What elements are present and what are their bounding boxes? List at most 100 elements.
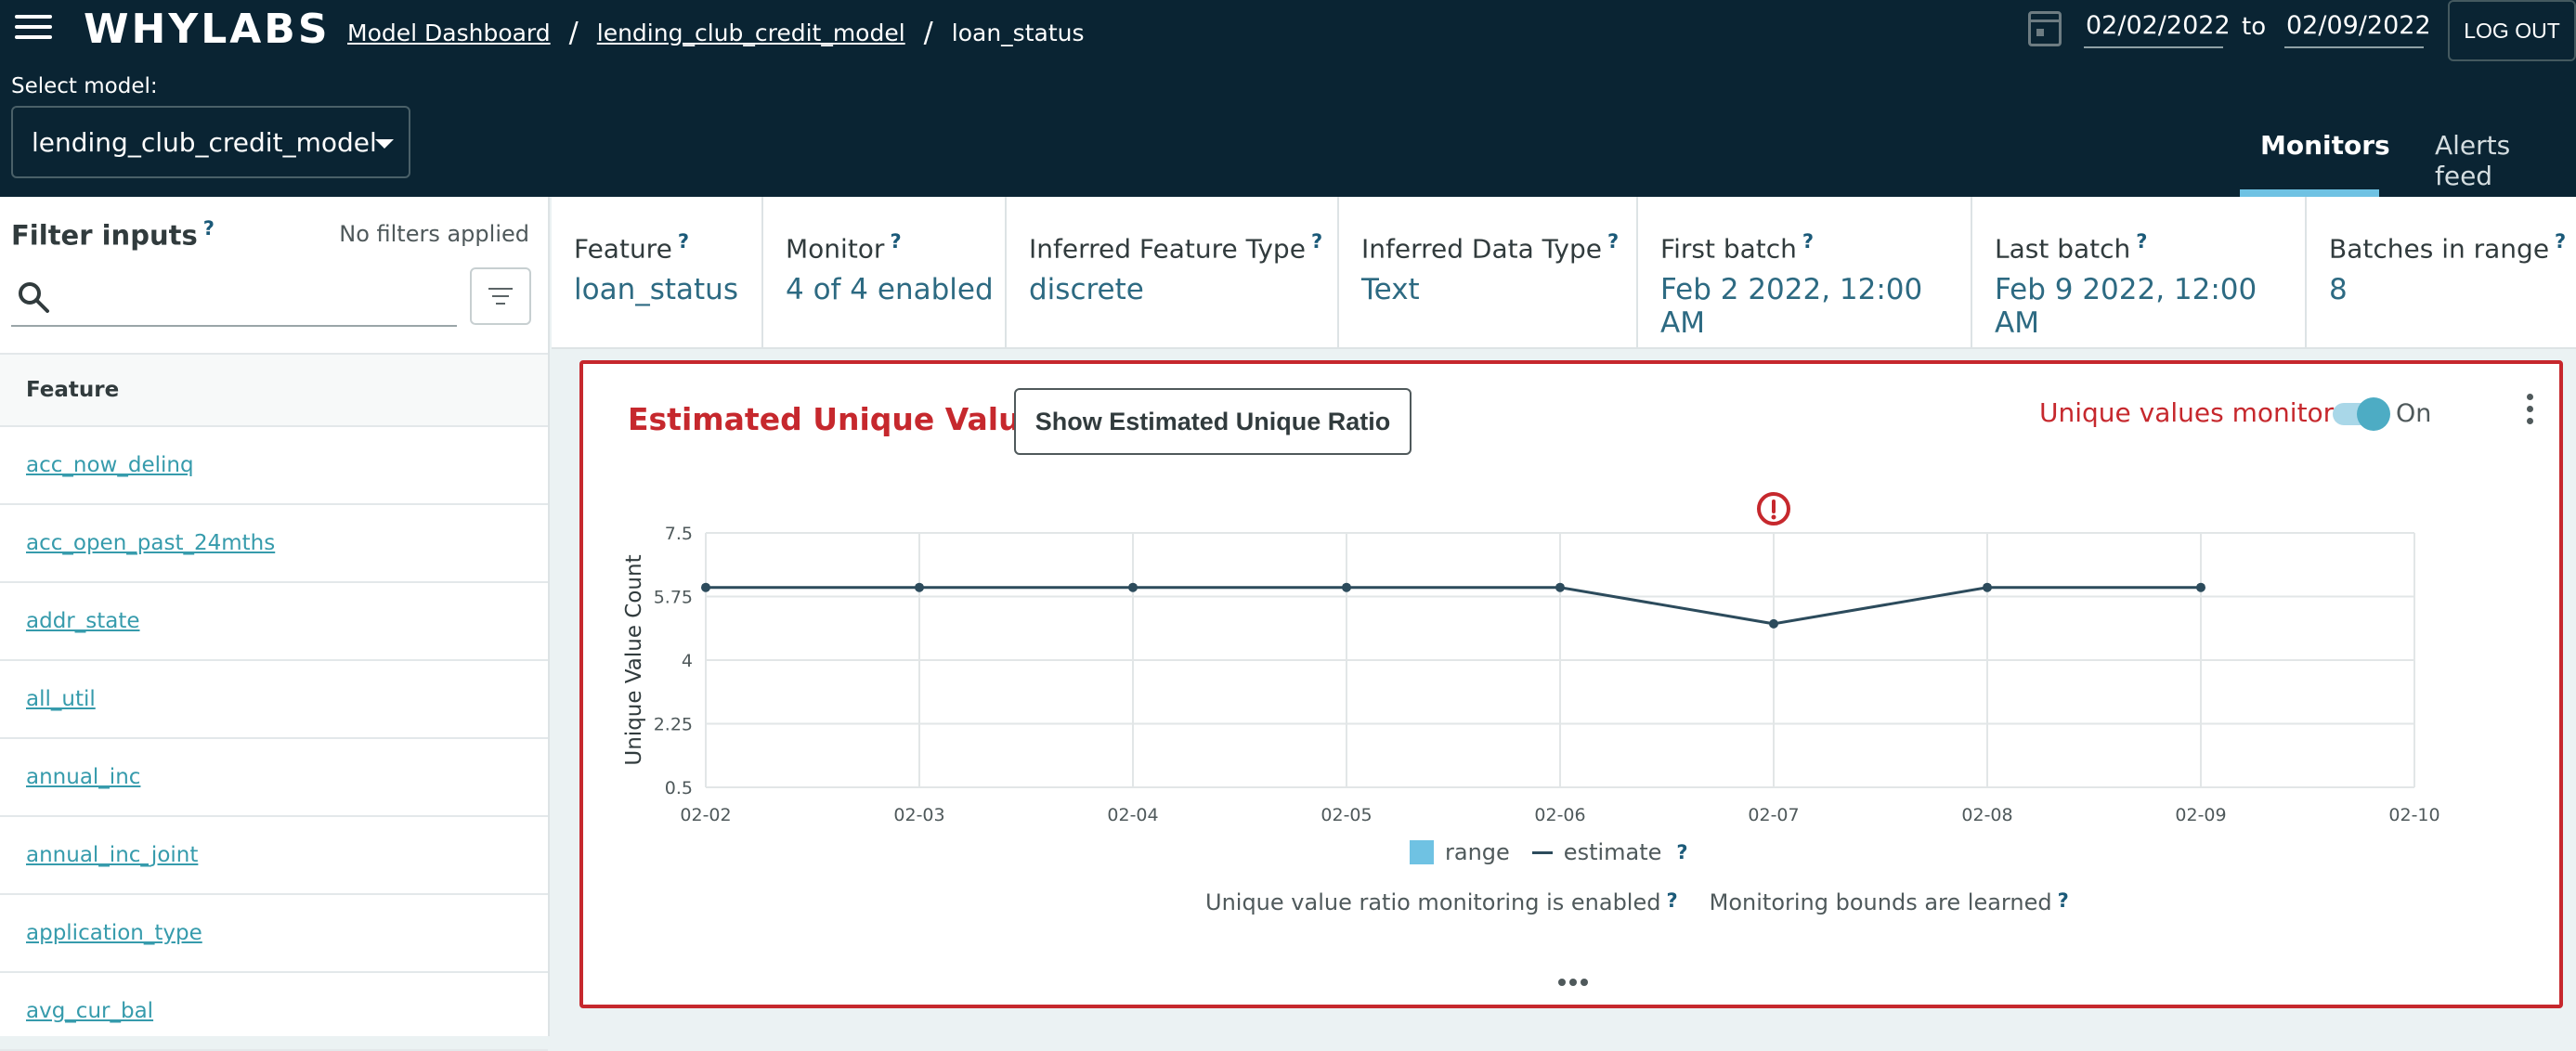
- card-title-text: Estimated Unique Values: [628, 401, 1060, 437]
- toggle-state-label: On: [2396, 399, 2432, 428]
- y-tick-label: 2.25: [654, 715, 693, 735]
- estimate-data-point: [1128, 582, 1138, 592]
- calendar-icon[interactable]: [2028, 11, 2062, 46]
- estimate-data-point: [1555, 582, 1565, 592]
- feature-link[interactable]: annual_inc_joint: [26, 843, 199, 867]
- feature-list-item: all_util: [0, 661, 548, 739]
- feature-list-item: addr_state: [0, 583, 548, 661]
- show-unique-ratio-button[interactable]: Show Estimated Unique Ratio: [1014, 388, 1412, 455]
- info-inferred-data-type: Inferred Data Type? Text: [1339, 197, 1638, 349]
- feature-info-bar: Feature? loan_status Monitor? 4 of 4 ena…: [552, 197, 2576, 349]
- x-tick-label: 02-09: [2175, 805, 2226, 825]
- help-icon[interactable]: ?: [2057, 889, 2069, 912]
- x-tick-label: 02-04: [1107, 805, 1158, 825]
- tab-alerts-feed[interactable]: Alerts feed: [2435, 130, 2511, 191]
- help-icon[interactable]: ?: [1676, 841, 1688, 863]
- filter-inputs-title: Filter inputs?: [11, 217, 215, 252]
- monitor-toggle[interactable]: [2333, 397, 2390, 431]
- legend-estimate-label[interactable]: estimate: [1563, 839, 1662, 865]
- tab-monitors[interactable]: Monitors: [2260, 130, 2390, 161]
- x-tick-label: 02-02: [680, 805, 731, 825]
- unique-values-chart: 7.5 5.75 4 2.25 0.5 02-02 02-03 02-04 02-05 02-06…: [622, 492, 2440, 825]
- feature-list-item: avg_cur_bal: [0, 973, 548, 1051]
- help-icon[interactable]: ?: [2555, 230, 2567, 253]
- help-icon[interactable]: ?: [202, 217, 215, 240]
- x-tick-label: 02-06: [1534, 805, 1585, 825]
- monitoring-status: Unique value ratio monitoring is enabled…: [1205, 889, 2069, 915]
- filter-inputs-label: Filter inputs: [11, 219, 198, 252]
- x-tick-label: 02-05: [1321, 805, 1372, 825]
- feature-list-header: Feature: [0, 353, 548, 427]
- info-last-batch: Last batch? Feb 9 2022, 12:00 AM: [1972, 197, 2307, 349]
- feature-link[interactable]: acc_now_delinq: [26, 453, 194, 477]
- search-box: [11, 267, 457, 327]
- info-inferred-feature-type: Inferred Feature Type? discrete: [1007, 197, 1339, 349]
- breadcrumb-separator: /: [923, 17, 933, 49]
- info-value: Feb 2 2022, 12:00 AM: [1660, 273, 1923, 341]
- feature-link[interactable]: all_util: [26, 687, 96, 711]
- feature-link[interactable]: avg_cur_bal: [26, 999, 154, 1023]
- more-options-icon[interactable]: [2520, 394, 2539, 433]
- feature-list-item: annual_inc_joint: [0, 817, 548, 895]
- y-tick-label: 0.5: [665, 778, 693, 798]
- legend-range-swatch: [1410, 840, 1434, 864]
- filter-button[interactable]: [470, 267, 531, 325]
- legend-estimate-swatch: [1531, 850, 1553, 854]
- menu-icon[interactable]: [15, 15, 52, 43]
- unique-values-monitors-label: Unique values monitors: [2039, 397, 2348, 428]
- feature-link[interactable]: annual_inc: [26, 765, 141, 789]
- breadcrumb: Model Dashboard / lending_club_credit_mo…: [347, 17, 1085, 49]
- info-value: loan_status: [574, 273, 738, 307]
- y-axis-label: Unique Value Count: [622, 554, 646, 765]
- help-icon[interactable]: ?: [2136, 230, 2148, 253]
- breadcrumb-model[interactable]: lending_club_credit_model: [596, 19, 905, 46]
- feature-link[interactable]: addr_state: [26, 609, 140, 633]
- estimate-data-point: [1769, 618, 1778, 629]
- help-icon[interactable]: ?: [1666, 889, 1678, 912]
- info-batches-in-range: Batches in range? 8: [2307, 197, 2576, 349]
- info-value: Feb 9 2022, 12:00 AM: [1995, 273, 2257, 341]
- help-icon[interactable]: ?: [677, 230, 689, 253]
- feature-list: Feature acc_now_delinq acc_open_past_24mt…: [0, 353, 548, 1051]
- date-from-field[interactable]: 02/02/2022: [2084, 9, 2231, 48]
- info-label: Batches in range: [2329, 233, 2550, 265]
- whylabs-logo[interactable]: WHYLABS: [84, 6, 331, 53]
- feature-list-item: acc_open_past_24mths: [0, 505, 548, 583]
- status-ratio-text: Unique value ratio monitoring is enabled: [1205, 889, 1661, 915]
- logout-button[interactable]: LOG OUT: [2448, 0, 2576, 61]
- info-value: discrete: [1029, 273, 1144, 307]
- y-tick-label: 5.75: [654, 588, 693, 608]
- estimate-series-line: [706, 586, 2201, 626]
- info-label: Inferred Feature Type: [1029, 233, 1306, 265]
- toggle-knob: [2357, 397, 2390, 431]
- feature-list-item: annual_inc: [0, 739, 548, 817]
- filter-status: No filters applied: [339, 221, 529, 247]
- help-icon[interactable]: ?: [1607, 230, 1620, 253]
- info-monitor: Monitor? 4 of 4 enabled: [763, 197, 1007, 349]
- feature-link[interactable]: acc_open_past_24mths: [26, 531, 276, 555]
- model-select[interactable]: lending_club_credit_model: [11, 106, 410, 178]
- info-value: 4 of 4 enabled: [786, 273, 994, 307]
- legend-range-label[interactable]: range: [1445, 839, 1510, 865]
- chart-legend: range estimate ?: [1410, 839, 1688, 865]
- breadcrumb-separator: /: [568, 17, 579, 49]
- selected-model-value: lending_club_credit_model: [32, 126, 377, 158]
- info-value: Text: [1361, 273, 1420, 307]
- info-label: First batch: [1660, 233, 1797, 265]
- x-tick-label: 02-08: [1961, 805, 2012, 825]
- help-icon[interactable]: ?: [1802, 230, 1815, 253]
- info-label: Feature: [574, 233, 672, 265]
- info-label: Inferred Data Type: [1361, 233, 1602, 265]
- help-icon[interactable]: ?: [890, 230, 902, 253]
- date-to-field[interactable]: 02/09/2022: [2284, 9, 2431, 48]
- search-input[interactable]: [67, 275, 438, 319]
- info-first-batch: First batch? Feb 2 2022, 12:00 AM: [1638, 197, 1972, 349]
- expand-card-icon[interactable]: [1558, 979, 1592, 986]
- estimate-data-point: [701, 582, 710, 592]
- feature-link[interactable]: application_type: [26, 921, 202, 945]
- y-tick-label: 4: [682, 651, 693, 671]
- help-icon[interactable]: ?: [1310, 230, 1323, 253]
- info-feature: Feature? loan_status: [552, 197, 763, 349]
- info-label: Monitor: [786, 233, 885, 265]
- breadcrumb-model-dashboard[interactable]: Model Dashboard: [347, 19, 551, 46]
